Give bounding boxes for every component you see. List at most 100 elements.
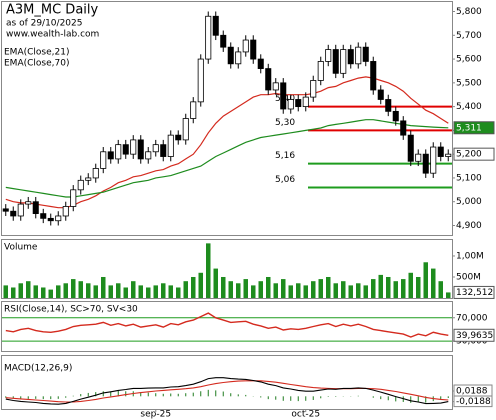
candle-body <box>92 168 99 179</box>
volume-bar <box>273 283 278 298</box>
y-tick-label: 5,400 <box>456 102 482 112</box>
candle-body <box>137 139 144 160</box>
volume-bar <box>11 287 16 298</box>
candle-body <box>287 99 294 110</box>
x-tick-label: sep-25 <box>140 410 171 420</box>
candle-body <box>407 134 414 162</box>
volume-bar <box>93 285 98 298</box>
signal-line <box>5 380 449 403</box>
value-box <box>453 285 495 299</box>
tick-box <box>453 384 493 397</box>
volume-bar <box>183 281 188 298</box>
volume-bar <box>266 276 271 298</box>
volume-bar <box>176 287 181 298</box>
volume-bar <box>401 279 406 298</box>
volume-bar <box>78 281 83 298</box>
volume-bar <box>101 276 106 298</box>
volume-bar <box>258 281 263 298</box>
candle-body <box>167 134 174 157</box>
candle-body <box>100 151 107 169</box>
subtitle: as of 29/10/2025 <box>6 19 82 29</box>
candle-body <box>355 46 362 65</box>
value-box-label: 132,512 <box>456 288 493 298</box>
volume-bar <box>326 276 331 298</box>
candle-body <box>370 61 377 91</box>
candle-body <box>272 82 279 91</box>
volume-bar <box>198 272 203 298</box>
y-tick-label: 5,600 <box>456 55 482 65</box>
y-tick-label: 1,00M <box>456 251 484 261</box>
candle-body <box>160 144 167 157</box>
volume-bar <box>108 285 113 298</box>
candle-body <box>317 61 324 81</box>
volume-bar <box>3 285 8 298</box>
volume-bar <box>356 283 361 298</box>
legend-entry: EMA(Close,21) <box>4 48 69 58</box>
volume-bar <box>438 281 443 298</box>
volume-bar <box>243 279 248 298</box>
candle-body <box>115 144 122 160</box>
macd-line <box>5 377 449 405</box>
y-tick-label: 0,0188 <box>456 387 488 397</box>
volume-bar <box>431 268 436 298</box>
value-box-label: 39,9635 <box>456 331 493 341</box>
ema-line <box>5 119 449 198</box>
candle-body <box>107 151 114 160</box>
volume-bar <box>251 285 256 298</box>
volume-bar <box>146 287 151 298</box>
volume-bar <box>416 276 421 298</box>
candle-body <box>227 46 234 65</box>
volume-bar <box>408 272 413 298</box>
volume-bar <box>41 287 46 298</box>
candle-body <box>340 49 347 74</box>
candle-body <box>422 153 429 174</box>
candle-body <box>220 34 227 48</box>
volume-bar <box>423 262 428 298</box>
panel-title: RSI(Close,14), SC>70, SV<30 <box>4 305 138 315</box>
candle-body <box>182 118 189 141</box>
panel-title: MACD(12,26,9) <box>4 364 72 374</box>
y-tick-label: 5,100 <box>456 173 482 183</box>
candle-body <box>145 151 152 160</box>
candle-body <box>250 39 257 60</box>
y-tick-label: -0,0188 <box>456 397 491 407</box>
candle-body <box>280 82 287 110</box>
y-tick-label: 5,500 <box>456 78 482 88</box>
price-panel <box>1 1 453 236</box>
candle-body <box>152 144 159 153</box>
marks: 4,9005,0005,1005,2005,3005,4005,5005,600… <box>2 7 495 420</box>
volume-bar <box>288 285 293 298</box>
candle-body <box>242 39 249 53</box>
volume-bar <box>48 289 53 298</box>
volume-bar <box>161 283 166 298</box>
candle-body <box>197 58 204 103</box>
candle-body <box>235 51 242 65</box>
candle-body <box>70 189 77 207</box>
candle-body <box>362 46 369 62</box>
candle-body <box>85 177 92 181</box>
volume-bar <box>311 281 316 298</box>
value-box <box>453 328 495 342</box>
candle-body <box>347 49 354 65</box>
candle-body <box>400 120 407 136</box>
candle-body <box>392 110 399 122</box>
labels: A3M_MC Daily as of 29/10/2025 www.wealth… <box>4 3 138 374</box>
volume-bar <box>26 281 31 298</box>
candle-body <box>385 99 392 112</box>
volume-bar <box>386 276 391 298</box>
candle-body <box>445 153 452 157</box>
candle-body <box>377 89 384 100</box>
source: www.wealth-lab.com <box>6 30 99 40</box>
volume-bar <box>123 287 128 298</box>
volume-bar <box>363 285 368 298</box>
candle-body <box>40 213 47 219</box>
volume-panel <box>1 239 453 299</box>
level-label: 5,16 <box>275 151 295 161</box>
macd-panel <box>1 355 453 410</box>
volume-bar <box>191 276 196 298</box>
volume-bar <box>206 243 211 298</box>
volume-bar <box>221 276 226 298</box>
volume-bar <box>213 268 218 298</box>
volume-bar <box>228 281 233 298</box>
candle-body <box>10 210 17 217</box>
